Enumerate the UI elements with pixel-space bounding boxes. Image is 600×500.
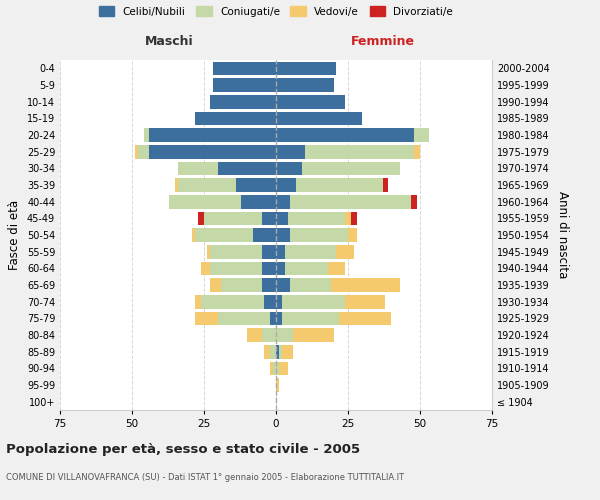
Bar	[282, 312, 340, 325]
Bar	[290, 228, 348, 242]
Bar	[276, 378, 279, 392]
Bar	[262, 328, 276, 342]
Bar	[276, 212, 287, 225]
Bar	[331, 278, 400, 292]
Bar	[345, 295, 385, 308]
Bar	[221, 278, 262, 292]
Bar	[218, 312, 270, 325]
Bar	[287, 212, 345, 225]
Bar	[262, 278, 276, 292]
Bar	[276, 145, 305, 158]
Bar	[383, 178, 388, 192]
Bar	[276, 312, 282, 325]
Bar	[143, 128, 149, 142]
Bar	[178, 162, 218, 175]
Bar	[149, 128, 276, 142]
Bar	[276, 78, 334, 92]
Y-axis label: Fasce di età: Fasce di età	[8, 200, 21, 270]
Y-axis label: Anni di nascita: Anni di nascita	[556, 192, 569, 278]
Bar	[276, 362, 279, 375]
Bar	[247, 328, 262, 342]
Bar	[412, 195, 417, 208]
Bar	[282, 345, 293, 358]
Bar	[196, 228, 253, 242]
Bar	[193, 228, 196, 242]
Bar	[236, 178, 276, 192]
Bar	[337, 245, 354, 258]
Bar	[196, 312, 218, 325]
Bar	[138, 145, 149, 158]
Bar	[340, 312, 391, 325]
Bar	[276, 278, 290, 292]
Bar	[276, 195, 290, 208]
Text: Popolazione per età, sesso e stato civile - 2005: Popolazione per età, sesso e stato civil…	[6, 442, 360, 456]
Bar	[293, 328, 334, 342]
Bar	[212, 78, 276, 92]
Bar	[210, 95, 276, 108]
Bar	[198, 212, 204, 225]
Bar	[305, 145, 414, 158]
Bar	[276, 262, 284, 275]
Bar	[276, 178, 296, 192]
Text: Maschi: Maschi	[145, 34, 194, 48]
Bar	[273, 362, 276, 375]
Bar	[290, 195, 412, 208]
Bar	[276, 62, 337, 75]
Bar	[414, 128, 428, 142]
Bar	[196, 295, 201, 308]
Text: Femmine: Femmine	[350, 34, 415, 48]
Bar	[276, 228, 290, 242]
Bar	[282, 295, 345, 308]
Bar	[262, 262, 276, 275]
Bar	[204, 212, 262, 225]
Bar	[201, 262, 210, 275]
Bar	[265, 295, 276, 308]
Bar	[207, 245, 210, 258]
Bar	[253, 228, 276, 242]
Bar	[265, 345, 270, 358]
Bar	[351, 212, 356, 225]
Bar	[414, 145, 420, 158]
Bar	[279, 345, 282, 358]
Bar	[290, 278, 331, 292]
Legend: Celibi/Nubili, Coniugati/e, Vedovi/e, Divorziati/e: Celibi/Nubili, Coniugati/e, Vedovi/e, Di…	[95, 2, 457, 21]
Bar	[284, 245, 337, 258]
Bar	[270, 312, 276, 325]
Bar	[328, 262, 345, 275]
Bar	[276, 128, 414, 142]
Bar	[241, 195, 276, 208]
Bar	[348, 228, 356, 242]
Bar	[276, 328, 293, 342]
Bar	[276, 345, 279, 358]
Bar	[218, 162, 276, 175]
Bar	[284, 262, 328, 275]
Bar	[175, 178, 178, 192]
Bar	[135, 145, 138, 158]
Bar	[169, 195, 241, 208]
Bar	[276, 95, 345, 108]
Bar	[296, 178, 383, 192]
Bar	[270, 362, 273, 375]
Bar	[196, 112, 276, 125]
Bar	[276, 245, 284, 258]
Bar	[201, 295, 265, 308]
Bar	[212, 62, 276, 75]
Bar	[276, 295, 282, 308]
Bar	[262, 245, 276, 258]
Bar	[262, 212, 276, 225]
Bar	[276, 112, 362, 125]
Bar	[279, 362, 287, 375]
Bar	[149, 145, 276, 158]
Bar	[178, 178, 236, 192]
Bar	[302, 162, 400, 175]
Bar	[276, 162, 302, 175]
Bar	[270, 345, 276, 358]
Bar	[210, 278, 221, 292]
Bar	[345, 212, 351, 225]
Bar	[210, 262, 262, 275]
Bar	[210, 245, 262, 258]
Text: COMUNE DI VILLANOVAFRANCA (SU) - Dati ISTAT 1° gennaio 2005 - Elaborazione TUTTI: COMUNE DI VILLANOVAFRANCA (SU) - Dati IS…	[6, 472, 404, 482]
